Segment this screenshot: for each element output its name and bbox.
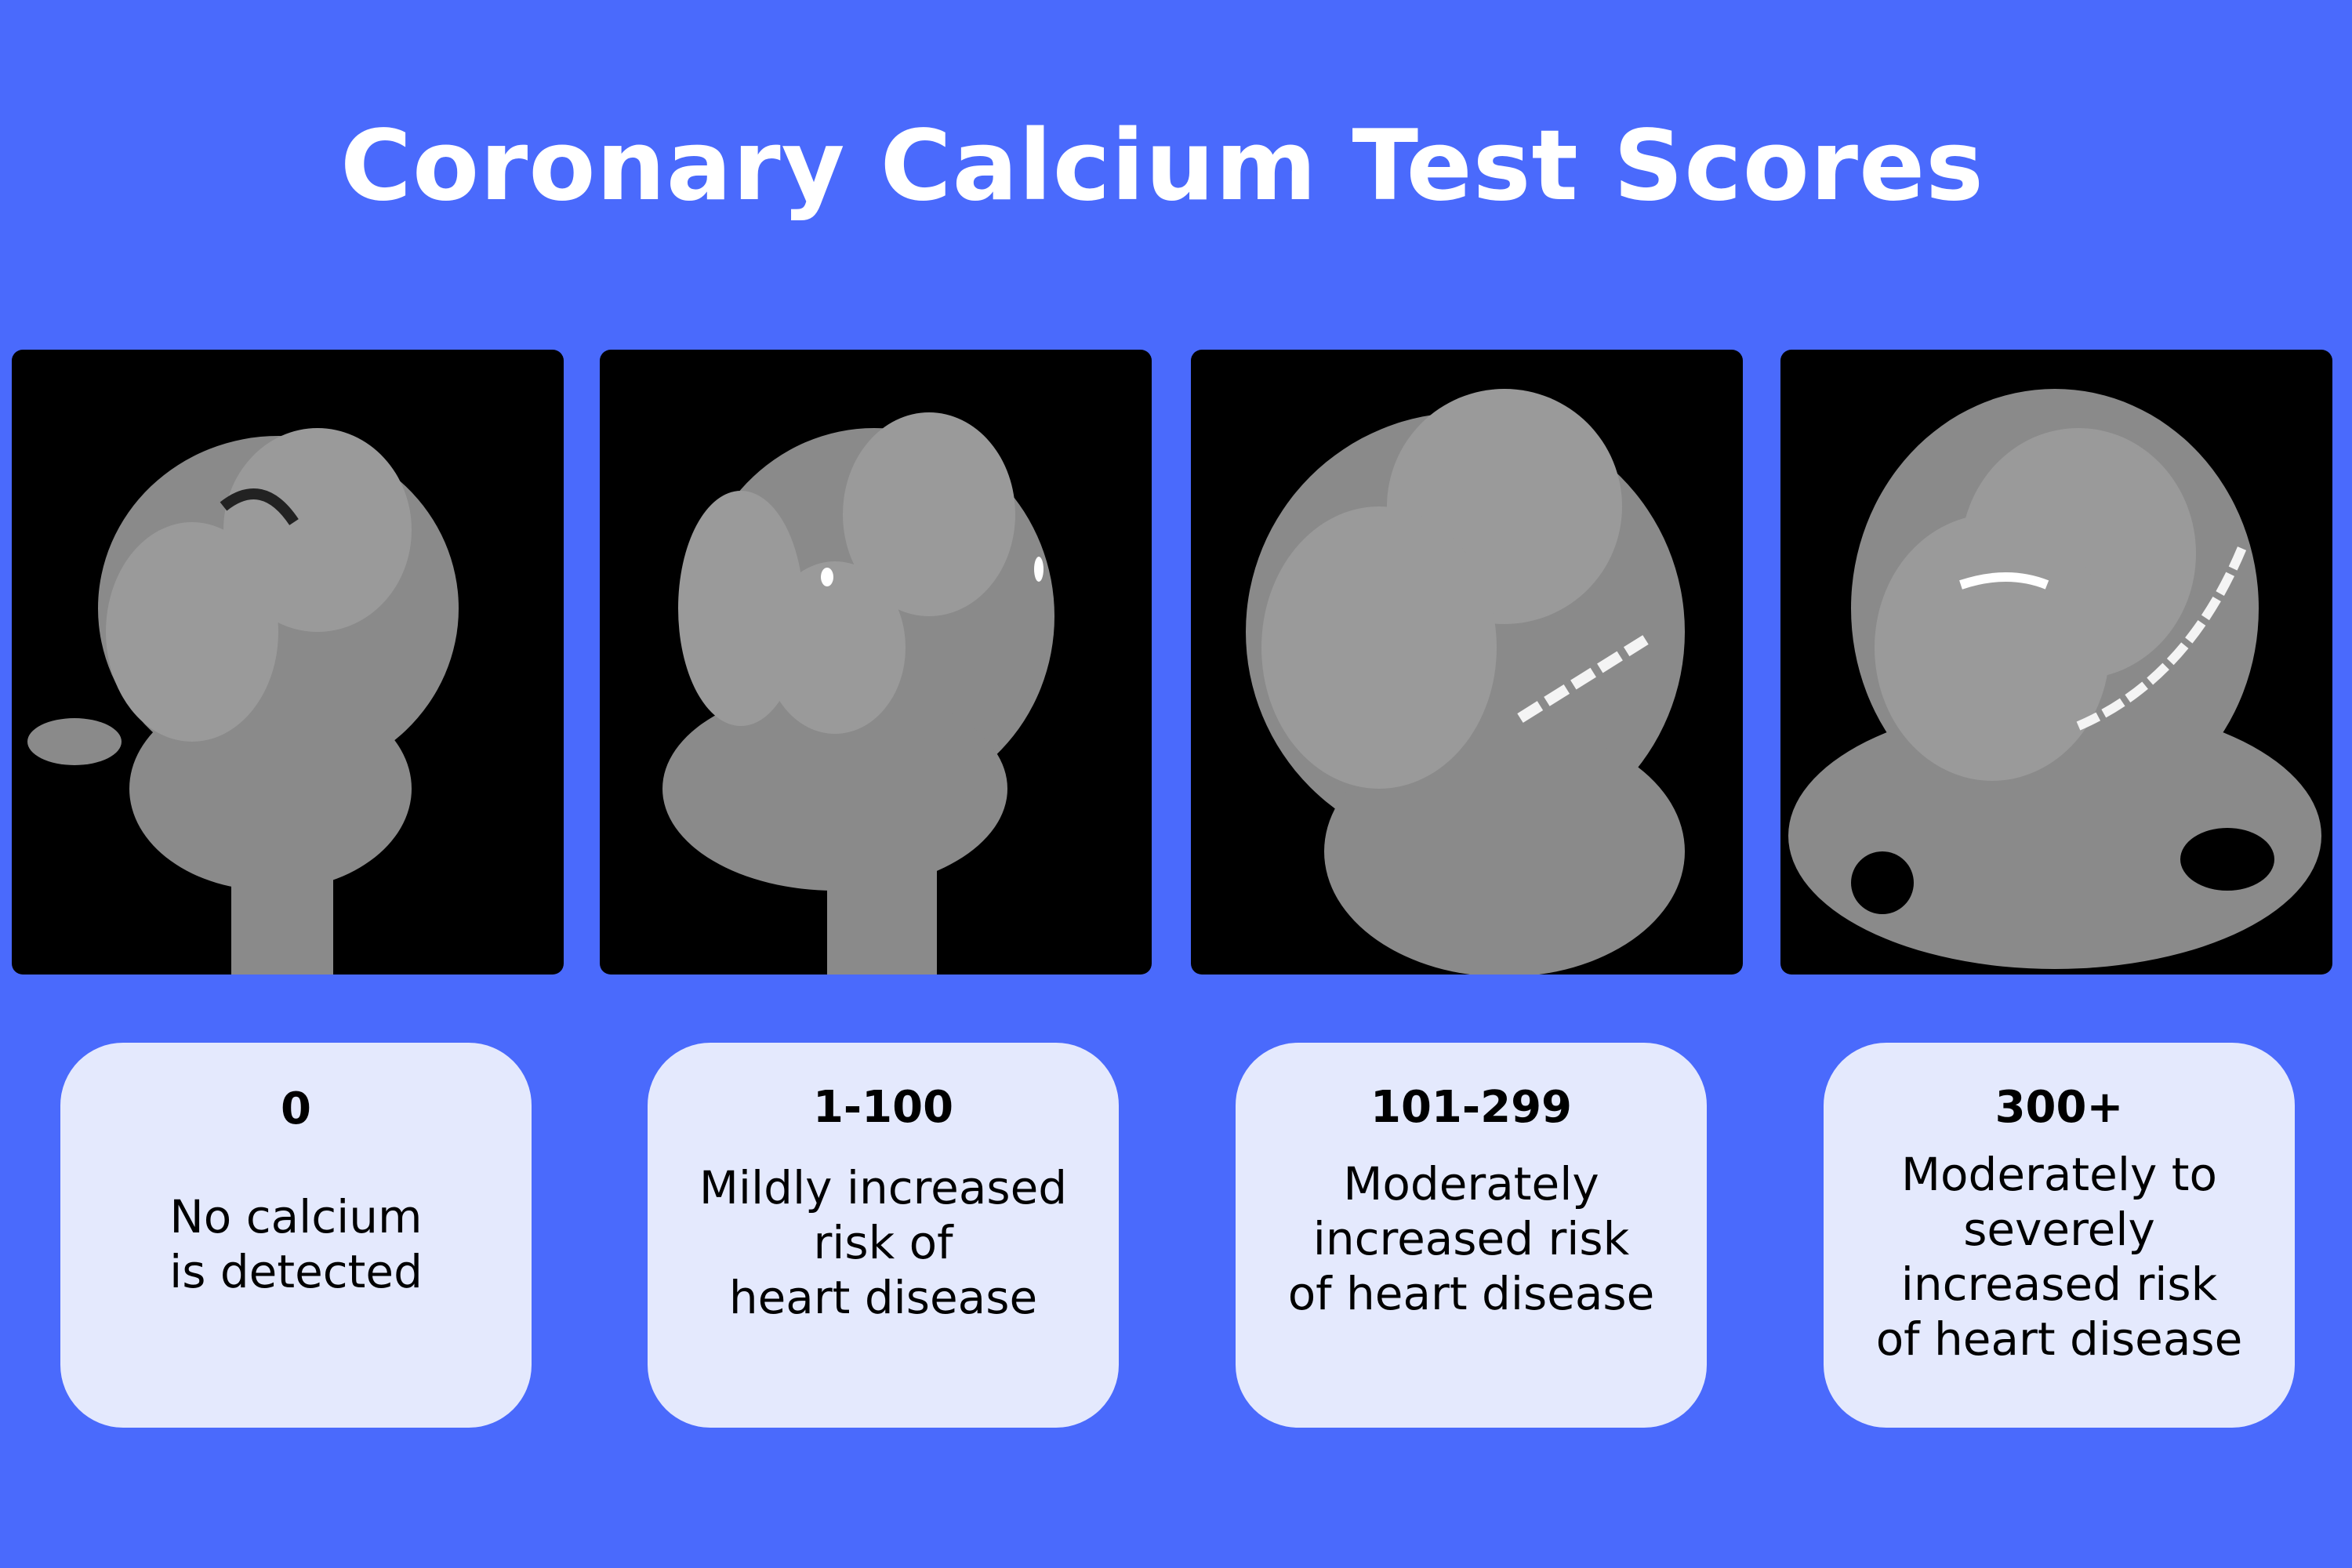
score-description: Moderately increased risk of heart disea…	[1287, 1157, 1655, 1320]
score-range: 300+	[1994, 1082, 2124, 1133]
score-range: 0	[281, 1083, 311, 1134]
ct-scan-image-2	[1191, 350, 1743, 975]
ct-scan-image-0	[12, 350, 564, 975]
ct-scan-image-1	[600, 350, 1152, 975]
page-title: Coronary Calcium Test Scores	[339, 110, 1984, 223]
score-range: 101-299	[1370, 1082, 1573, 1133]
score-description: Moderately to severely increased risk of…	[1875, 1148, 2243, 1366]
score-range: 1-100	[812, 1082, 954, 1133]
ct-scan-image-3	[1780, 350, 2332, 975]
score-card-2: 101-299 Moderately increased risk of hea…	[1236, 1043, 1707, 1428]
score-card-0: 0 No calcium is detected	[60, 1043, 532, 1428]
score-description: Mildly increased risk of heart disease	[699, 1161, 1068, 1324]
score-card-3: 300+ Moderately to severely increased ri…	[1824, 1043, 2295, 1428]
score-card-1: 1-100 Mildly increased risk of heart dis…	[648, 1043, 1119, 1428]
score-description: No calcium is detected	[169, 1190, 423, 1298]
